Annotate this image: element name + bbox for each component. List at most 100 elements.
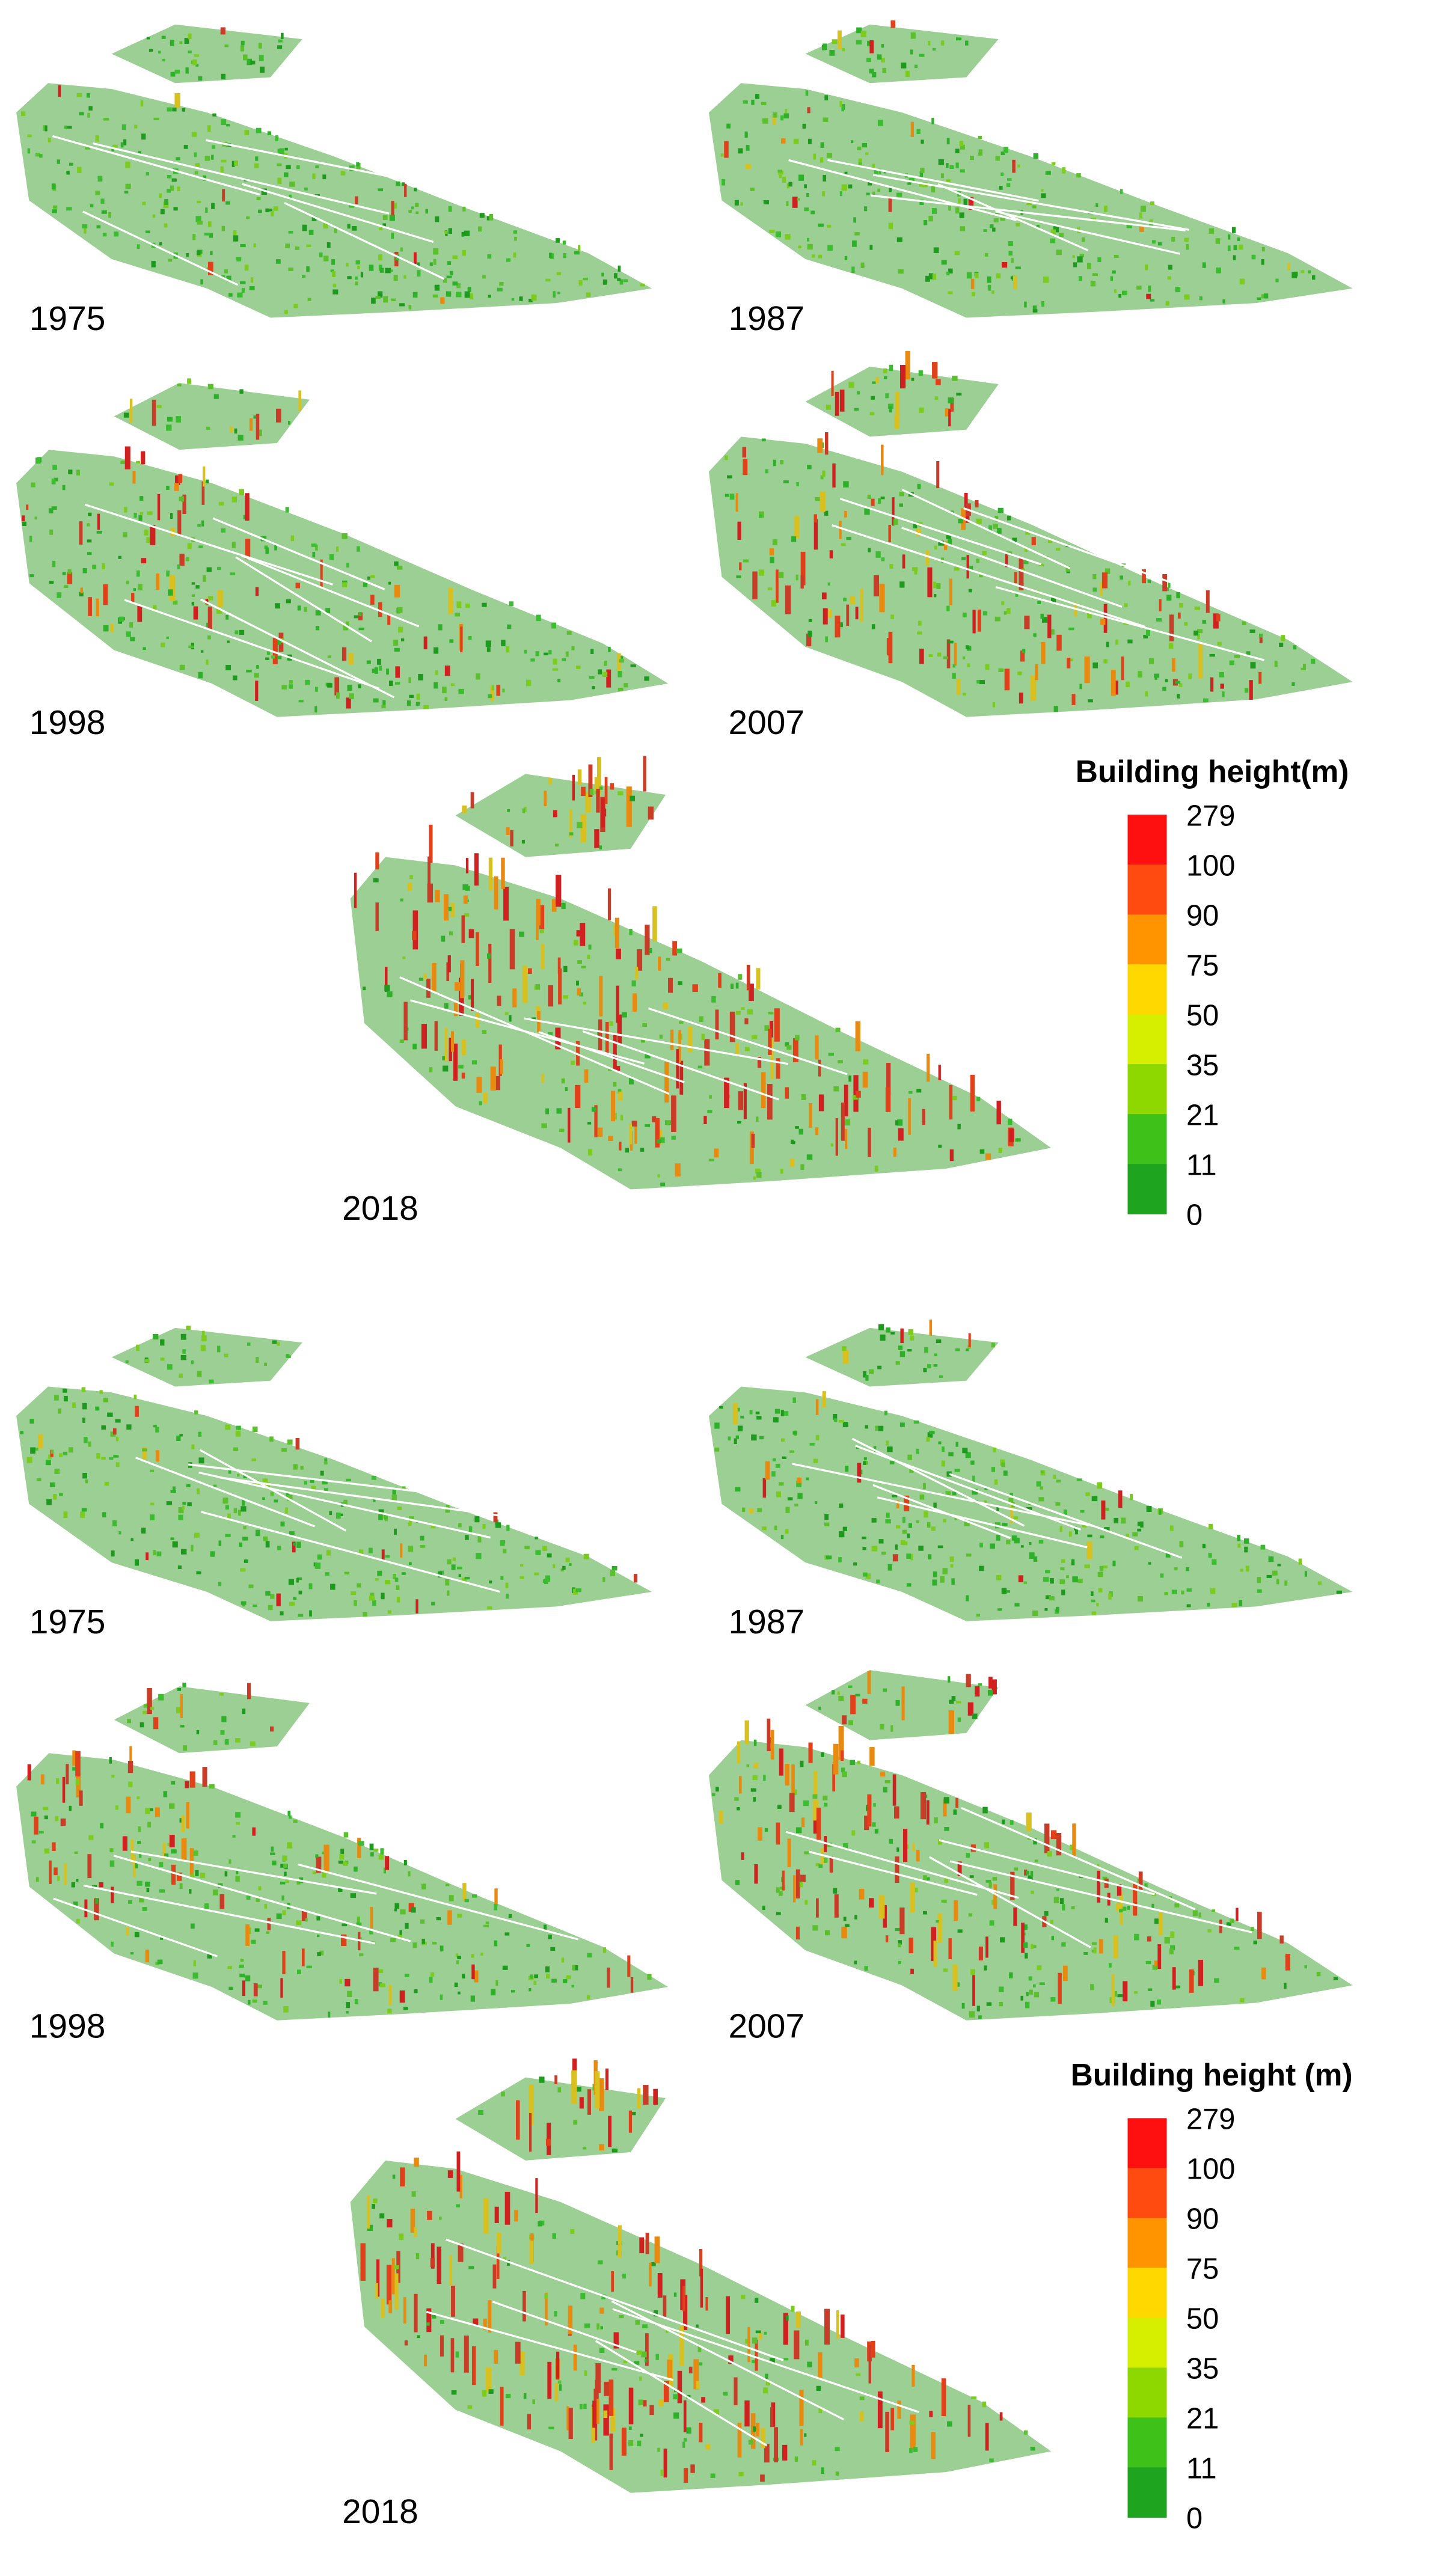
building bbox=[902, 1529, 907, 1534]
building bbox=[598, 2260, 603, 2265]
building bbox=[182, 1505, 185, 1510]
building bbox=[244, 130, 250, 135]
building bbox=[79, 112, 84, 115]
building bbox=[1257, 1589, 1262, 1593]
building bbox=[1203, 698, 1209, 703]
building bbox=[774, 2427, 779, 2462]
building bbox=[628, 2426, 632, 2430]
building bbox=[326, 1550, 331, 1556]
building bbox=[960, 144, 965, 150]
building bbox=[495, 1522, 501, 1528]
building bbox=[937, 1913, 942, 1943]
building bbox=[170, 513, 173, 519]
building bbox=[120, 460, 126, 465]
building bbox=[895, 1361, 900, 1365]
building bbox=[178, 1507, 184, 1514]
building bbox=[351, 226, 357, 231]
building bbox=[1136, 286, 1142, 290]
building bbox=[535, 984, 541, 990]
building bbox=[482, 1523, 486, 1529]
building bbox=[166, 486, 170, 490]
building bbox=[1034, 1859, 1038, 1862]
building bbox=[1184, 622, 1188, 626]
building bbox=[1038, 563, 1044, 566]
building bbox=[451, 1031, 454, 1052]
building bbox=[230, 572, 236, 575]
building bbox=[857, 1463, 862, 1483]
building bbox=[405, 1923, 409, 1929]
building bbox=[628, 2110, 633, 2133]
building bbox=[617, 278, 621, 281]
building bbox=[126, 1424, 132, 1430]
road bbox=[611, 2300, 844, 2421]
building bbox=[224, 44, 229, 47]
building bbox=[957, 1982, 960, 1987]
building bbox=[100, 1823, 104, 1829]
building bbox=[420, 1919, 425, 1924]
building bbox=[922, 1482, 926, 1490]
building bbox=[400, 1909, 406, 1915]
building bbox=[283, 1855, 287, 1861]
building bbox=[221, 119, 227, 126]
building bbox=[408, 1562, 412, 1565]
building bbox=[848, 1075, 852, 1082]
building bbox=[1028, 1976, 1032, 1981]
building bbox=[949, 1556, 954, 1562]
building bbox=[76, 1879, 79, 1882]
building bbox=[860, 262, 865, 269]
building bbox=[533, 1980, 537, 1985]
building bbox=[828, 1053, 834, 1056]
building bbox=[358, 1841, 364, 1846]
building bbox=[780, 1169, 783, 1174]
building bbox=[29, 574, 34, 578]
building bbox=[176, 416, 181, 423]
building bbox=[878, 1324, 884, 1330]
building bbox=[789, 1158, 795, 1167]
building bbox=[49, 1482, 55, 1487]
building bbox=[610, 783, 614, 790]
building bbox=[1206, 590, 1210, 613]
building bbox=[579, 992, 584, 997]
building bbox=[1171, 658, 1175, 672]
building bbox=[780, 460, 784, 465]
building bbox=[697, 2346, 702, 2352]
building bbox=[474, 853, 479, 886]
building bbox=[860, 31, 866, 37]
building bbox=[86, 93, 90, 98]
building bbox=[772, 1458, 776, 1461]
legend-label: 75 bbox=[1186, 2253, 1219, 2286]
building bbox=[27, 134, 32, 138]
building bbox=[261, 188, 267, 195]
building bbox=[197, 1371, 202, 1377]
building bbox=[749, 1410, 753, 1415]
building bbox=[1244, 688, 1249, 693]
building bbox=[630, 1977, 634, 1993]
building bbox=[1021, 1923, 1025, 1953]
building bbox=[96, 225, 101, 228]
building bbox=[616, 985, 620, 1023]
building bbox=[577, 960, 582, 964]
building bbox=[604, 2381, 609, 2396]
building bbox=[821, 1752, 824, 1757]
building bbox=[1148, 1562, 1151, 1565]
building bbox=[619, 279, 624, 285]
building bbox=[1198, 644, 1203, 679]
building bbox=[556, 1108, 562, 1114]
building bbox=[336, 546, 339, 552]
building bbox=[813, 153, 817, 160]
building bbox=[1037, 1965, 1042, 1971]
building bbox=[934, 545, 937, 550]
building bbox=[465, 1535, 469, 1540]
building bbox=[1099, 1939, 1103, 1954]
building bbox=[1172, 1967, 1176, 1990]
building bbox=[1174, 1903, 1180, 1908]
building bbox=[444, 1003, 449, 1009]
building bbox=[147, 1822, 152, 1828]
building bbox=[460, 626, 463, 653]
building bbox=[1008, 1118, 1013, 1125]
building bbox=[1019, 693, 1023, 704]
building bbox=[187, 378, 192, 384]
building bbox=[412, 1942, 417, 1948]
building bbox=[596, 757, 602, 796]
building bbox=[962, 613, 967, 617]
